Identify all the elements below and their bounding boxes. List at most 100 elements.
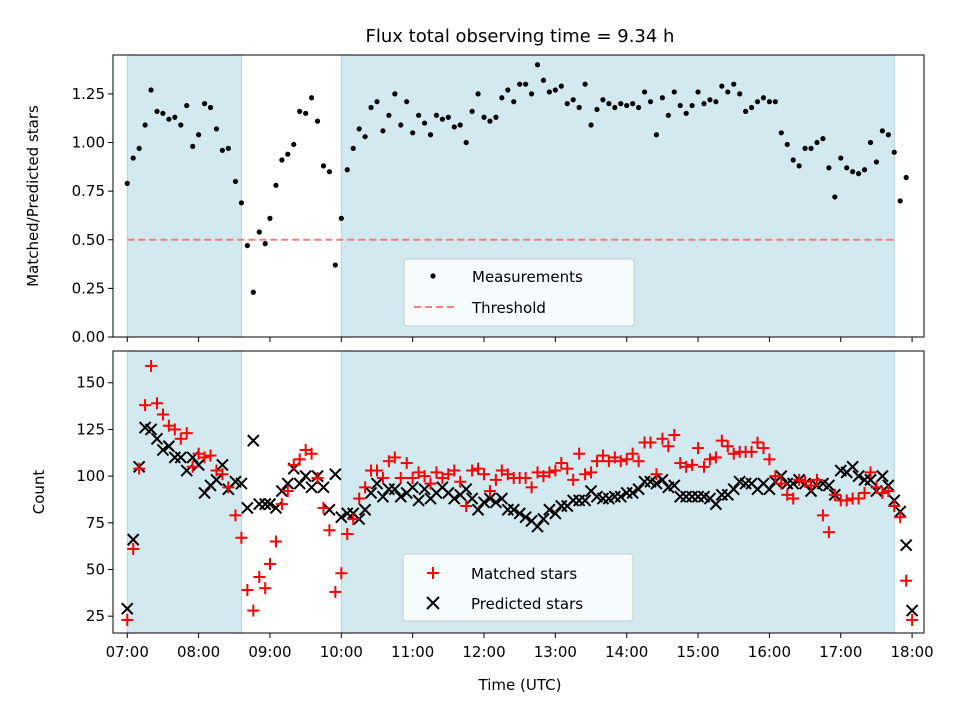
matched-point — [614, 455, 627, 468]
matched-point — [394, 471, 407, 484]
matched-point — [549, 464, 562, 477]
measurement-point — [451, 124, 457, 130]
matched-point — [620, 453, 633, 466]
measurement-point — [546, 89, 553, 95]
predicted-point — [864, 473, 877, 487]
matched-point — [269, 535, 282, 548]
x-axis-label: Time (UTC) — [478, 676, 562, 694]
predicted-point — [370, 477, 384, 490]
measurement-point — [534, 62, 541, 68]
matched-point — [259, 582, 272, 595]
matched-point — [656, 432, 669, 445]
predicted-point — [198, 486, 211, 500]
matched-point — [317, 501, 330, 514]
matched-point — [810, 473, 823, 486]
matched-point — [870, 481, 883, 494]
predicted-point — [852, 469, 865, 483]
matched-point — [852, 492, 865, 505]
predicted-point — [335, 511, 348, 524]
predicted-point — [150, 432, 164, 445]
x-tick-label: 13:00 — [534, 643, 577, 661]
matched-point — [680, 460, 693, 473]
measurement-point — [350, 145, 356, 151]
legend-threshold-label: Threshold — [471, 299, 546, 317]
measurement-point — [594, 106, 600, 113]
matched-point — [376, 471, 389, 484]
measurement-point — [725, 89, 731, 95]
matched-point — [418, 470, 431, 483]
measurement-point — [225, 145, 231, 151]
matched-point — [156, 408, 169, 421]
measurement-point — [386, 112, 392, 118]
matched-point — [876, 486, 889, 499]
measurement-point — [850, 169, 856, 175]
predicted-point — [626, 486, 639, 500]
measurement-point — [219, 147, 226, 153]
predicted-point — [317, 481, 330, 494]
measurement-point — [528, 91, 535, 97]
x-tick-label: 16:00 — [748, 643, 791, 661]
measurement-point — [790, 157, 796, 163]
measurement-point — [380, 128, 386, 134]
measurement-point — [256, 229, 262, 235]
measurement-point — [885, 132, 891, 138]
top-y-axis-label: Matched/Predicted stars — [24, 105, 42, 287]
measurement-point — [262, 241, 268, 247]
measurement-point — [297, 108, 303, 114]
measurement-point — [838, 155, 844, 161]
matched-point — [763, 453, 776, 466]
matched-point — [341, 528, 354, 541]
x-tick-label: 18:00 — [890, 643, 933, 661]
measurement-point — [362, 134, 368, 140]
matched-point — [359, 481, 372, 494]
y-tick-label: 75 — [86, 514, 105, 532]
matched-point — [281, 485, 294, 498]
matched-point — [561, 462, 574, 475]
predicted-point — [763, 482, 776, 496]
measurement-point — [285, 151, 291, 157]
matched-point — [525, 481, 538, 494]
measurement-point — [523, 81, 529, 87]
predicted-point — [899, 539, 913, 552]
measurement-point — [250, 289, 256, 295]
measurement-point — [148, 87, 154, 93]
measurement-point — [475, 91, 481, 97]
measurement-point — [754, 99, 761, 105]
predicted-point — [305, 481, 318, 494]
measurement-point — [796, 163, 802, 169]
legend-measurement-marker — [430, 273, 436, 279]
x-tick-label: 07:00 — [106, 643, 149, 661]
measurement-point — [238, 200, 245, 206]
matched-point — [235, 531, 248, 544]
measurement-point — [445, 114, 451, 120]
predicted-point — [162, 440, 176, 453]
bottom-y-axis-label: Count — [30, 470, 48, 515]
measurement-point — [273, 182, 279, 188]
predicted-point — [241, 501, 254, 515]
predicted-point — [483, 492, 497, 505]
top-panel: 0.00 0.25 0.50 0.75 1.00 1.25 Matched/Predict… — [24, 54, 925, 346]
measurement-point — [636, 104, 642, 111]
measurement-point — [647, 99, 654, 105]
matched-point — [478, 468, 491, 481]
predicted-point — [412, 494, 425, 507]
legend-matched-label: Matched stars — [471, 565, 577, 583]
predicted-point — [543, 503, 556, 516]
predicted-point — [477, 496, 491, 509]
matched-point — [454, 475, 467, 488]
predicted-point — [121, 602, 134, 615]
matched-point — [229, 509, 242, 522]
matched-point — [241, 584, 254, 597]
predicted-point — [376, 490, 390, 503]
x-tick-label: 15:00 — [676, 643, 719, 661]
measurement-point — [540, 77, 547, 83]
measurement-point — [356, 126, 362, 132]
predicted-point — [192, 458, 205, 472]
measurement-point — [641, 89, 648, 95]
predicted-point — [174, 451, 187, 464]
matched-point — [626, 447, 639, 460]
measurement-point — [184, 102, 190, 109]
measurement-point — [879, 128, 885, 134]
measurement-point — [469, 108, 475, 114]
measurement-point — [808, 145, 814, 151]
